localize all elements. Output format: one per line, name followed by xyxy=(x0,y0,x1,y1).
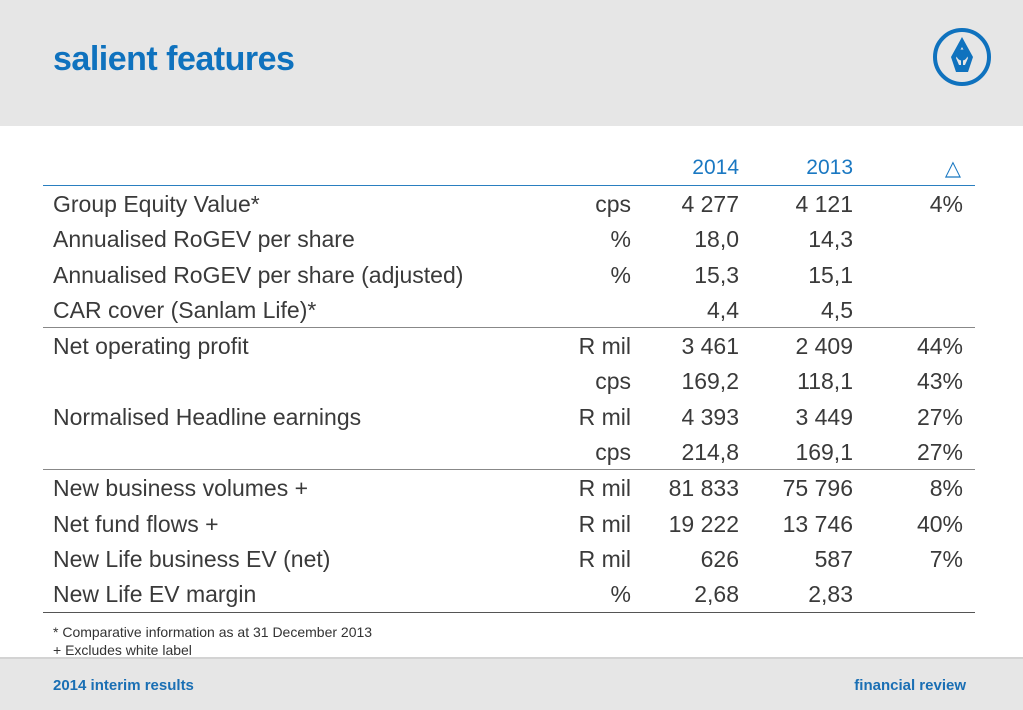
value-change: 7% xyxy=(929,545,963,572)
table-bottom-rule xyxy=(43,611,975,613)
value-change: 4% xyxy=(929,191,963,217)
table-row: cps 169,2 118,1 43% xyxy=(43,363,975,398)
row-label: Normalised Headline earnings xyxy=(53,403,362,430)
footer-right-label: financial review xyxy=(854,677,966,694)
row-unit: % xyxy=(610,581,631,608)
value-2014: 15,3 xyxy=(694,261,739,288)
value-2014: 626 xyxy=(700,545,739,572)
value-2013: 587 xyxy=(814,545,853,572)
slide-header: salient features xyxy=(0,0,1023,126)
row-unit: % xyxy=(610,261,631,288)
value-2013: 2 409 xyxy=(795,333,853,360)
value-2013: 169,1 xyxy=(795,439,853,466)
row-label: Annualised RoGEV per share (adjusted) xyxy=(53,261,464,288)
row-label: Annualised RoGEV per share xyxy=(53,226,355,253)
value-change: 8% xyxy=(929,475,963,502)
table-row: New business volumes + R mil 81 833 75 796 8… xyxy=(43,469,975,505)
value-2013: 13 746 xyxy=(782,510,853,537)
table-row: New Life EV margin% 2,68 2,83 xyxy=(43,576,975,611)
row-label: New Life EV margin xyxy=(53,581,257,608)
row-unit: R mil xyxy=(578,545,631,572)
row-unit: % xyxy=(610,226,631,253)
table-row: Annualised RoGEV per share% 18,0 14,3 xyxy=(43,221,975,256)
value-2014: 3 461 xyxy=(681,333,739,360)
footnote-white-label: + Excludes white label xyxy=(53,642,192,658)
value-2014: 4,4 xyxy=(707,296,739,323)
table-row: Net operating profit R mil 3 461 2 409 44% xyxy=(43,327,975,363)
value-2014: 169,2 xyxy=(681,368,739,395)
row-label: New Life business EV (net) xyxy=(53,545,331,572)
value-change: 27% xyxy=(916,403,963,430)
row-unit: R mil xyxy=(578,510,631,537)
value-change: 40% xyxy=(916,510,963,537)
value-change: 27% xyxy=(916,439,963,466)
value-2013: 75 796 xyxy=(782,475,853,502)
row-unit: R mil xyxy=(578,403,631,430)
value-2014: 18,0 xyxy=(694,226,739,253)
table-row: CAR cover (Sanlam Life)* 4,4 4,5 xyxy=(43,292,975,327)
footer-left-label: 2014 interim results xyxy=(53,677,194,694)
row-unit: R mil xyxy=(578,333,631,360)
value-2014: 4 393 xyxy=(681,403,739,430)
row-unit: R mil xyxy=(578,475,631,502)
row-label: Net fund flows + xyxy=(53,510,219,537)
value-2013: 3 449 xyxy=(795,403,853,430)
sanlam-logo-icon xyxy=(933,28,991,86)
value-2013: 14,3 xyxy=(808,226,853,253)
row-label: Net operating profit xyxy=(53,333,249,360)
column-header-2013: 2013 xyxy=(806,156,853,179)
table-header: 2014 2013 △ xyxy=(43,150,975,186)
value-2014: 2,68 xyxy=(694,581,739,608)
row-unit: cps xyxy=(595,368,631,395)
table-row: Net fund flows + R mil 19 222 13 746 40% xyxy=(43,506,975,541)
footnote-comparative: * Comparative information as at 31 Decem… xyxy=(53,624,373,640)
salient-features-table: 2014 2013 △ Group Equity Value* cps 4 277 4… xyxy=(43,150,975,613)
value-2013: 118,1 xyxy=(797,368,853,395)
table-row: New Life business EV (net) R mil 626 587 7% xyxy=(43,541,975,576)
slide-title: salient features xyxy=(53,40,295,78)
value-2014: 19 222 xyxy=(668,510,739,537)
row-unit: cps xyxy=(595,439,631,466)
table-row: cps 214,8 169,1 27% xyxy=(43,434,975,469)
table-row: Annualised RoGEV per share (adjusted)% 15… xyxy=(43,257,975,292)
value-2014: 4 277 xyxy=(681,191,739,217)
row-label: Group Equity Value* xyxy=(53,191,260,217)
value-2014: 214,8 xyxy=(681,439,739,466)
column-header-change: △ xyxy=(944,157,961,180)
value-2013: 15,1 xyxy=(808,261,853,288)
value-change: 43% xyxy=(916,368,963,395)
column-header-2014: 2014 xyxy=(692,156,739,179)
table-row: Normalised Headline earnings R mil 4 393 3 … xyxy=(43,399,975,434)
value-2013: 4,5 xyxy=(821,296,853,323)
row-label: New business volumes + xyxy=(53,475,309,502)
footnotes: * Comparative information as at 31 Decem… xyxy=(53,623,372,659)
value-2013: 4 121 xyxy=(795,191,853,217)
value-2013: 2,83 xyxy=(808,581,853,608)
table-row: Group Equity Value* cps 4 277 4 121 4% xyxy=(43,186,975,221)
value-2014: 81 833 xyxy=(668,475,739,502)
row-unit: cps xyxy=(595,191,631,217)
value-change: 44% xyxy=(916,333,963,360)
slide-footer: 2014 interim results financial review xyxy=(0,657,1023,710)
row-label: CAR cover (Sanlam Life)* xyxy=(53,296,317,323)
